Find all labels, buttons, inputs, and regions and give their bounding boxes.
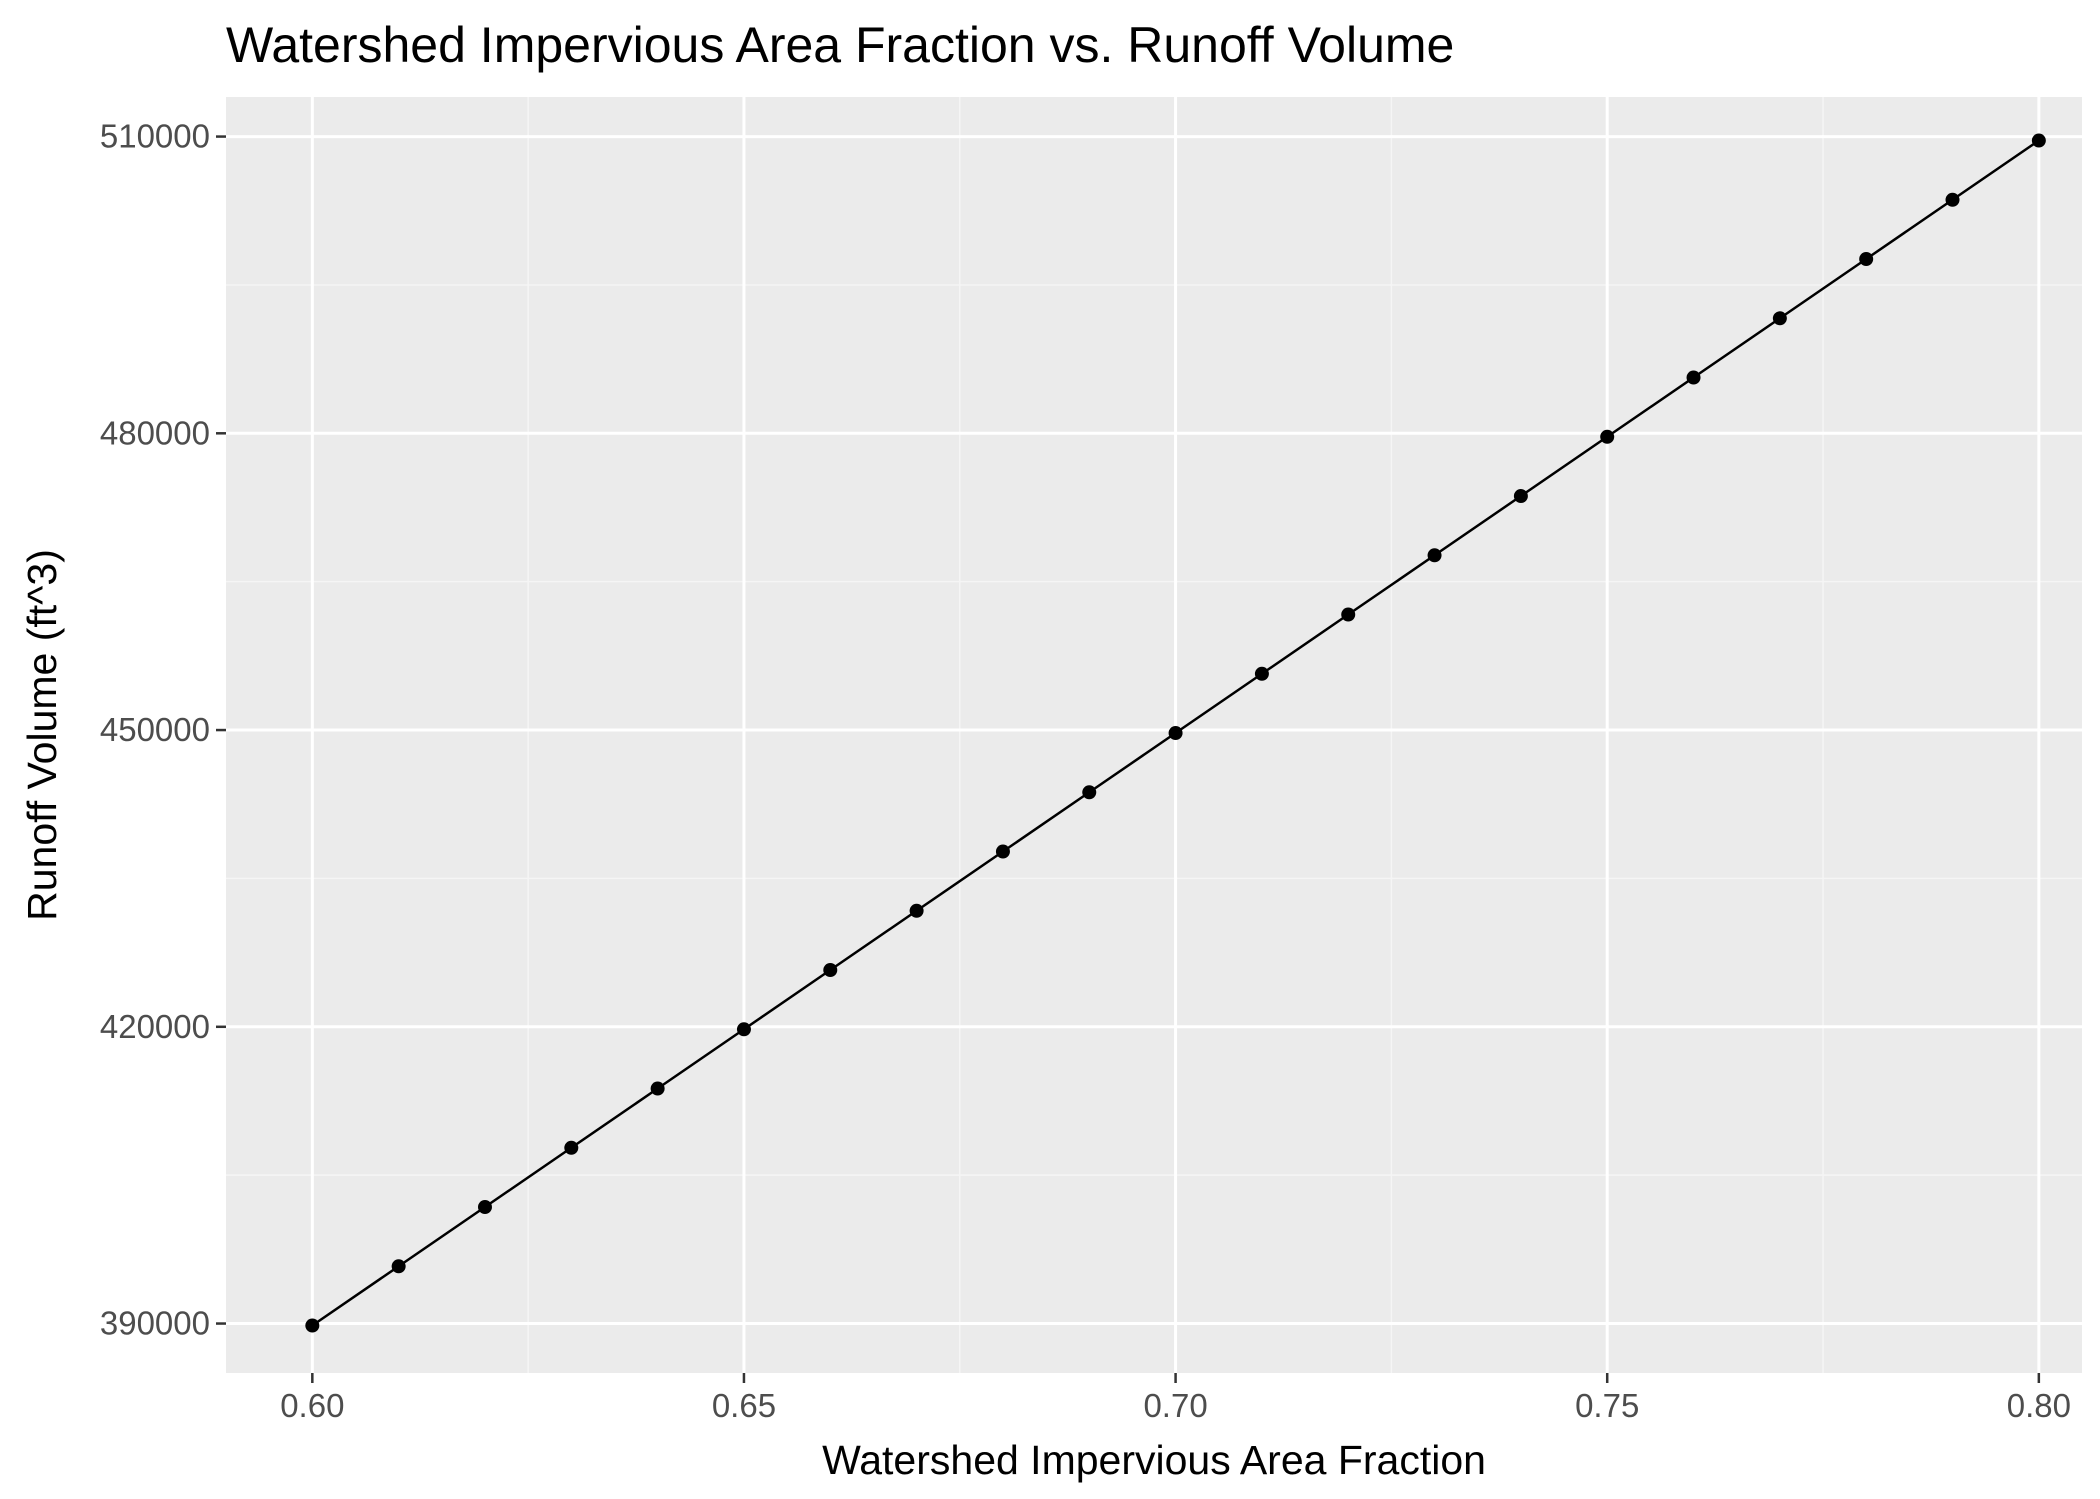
data-point <box>1600 429 1615 444</box>
data-point <box>1945 192 1960 207</box>
data-point <box>1341 607 1356 622</box>
x-tick-label: 0.80 <box>2007 1387 2071 1424</box>
chart-title: Watershed Impervious Area Fraction vs. R… <box>226 17 1454 73</box>
data-point <box>909 903 924 918</box>
y-tick-label: 480000 <box>100 414 210 451</box>
data-point <box>1513 489 1528 504</box>
data-point <box>1082 785 1097 800</box>
data-point <box>477 1200 492 1215</box>
grid-layer <box>226 97 2082 1373</box>
y-tick-label: 420000 <box>100 1008 210 1045</box>
data-point <box>1772 311 1787 326</box>
x-tick-label: 0.60 <box>280 1387 344 1424</box>
y-tick-label: 390000 <box>100 1305 210 1342</box>
x-tick-label: 0.75 <box>1575 1387 1639 1424</box>
data-point <box>391 1259 406 1274</box>
data-point <box>1168 726 1183 741</box>
x-tick-label: 0.65 <box>712 1387 776 1424</box>
data-point <box>823 963 838 978</box>
axis-layer: 0.60 0.65 0.70 0.75 0.80 390000 420000 450000 48… <box>100 118 2071 1424</box>
x-axis-title: Watershed Impervious Area Fraction <box>822 1437 1486 1483</box>
data-point <box>1686 370 1701 385</box>
x-tick-label: 0.70 <box>1143 1387 1207 1424</box>
y-tick-label: 450000 <box>100 711 210 748</box>
data-point <box>305 1318 320 1333</box>
plot-panel <box>226 97 2082 1373</box>
data-point <box>736 1022 751 1037</box>
data-point <box>650 1081 665 1096</box>
data-point <box>564 1140 579 1155</box>
data-point <box>1859 252 1874 267</box>
data-point <box>2031 133 2046 148</box>
data-point <box>995 844 1010 859</box>
data-point <box>1254 666 1269 681</box>
y-axis-title: Runoff Volume (ft^3) <box>19 549 65 921</box>
data-point <box>1427 548 1442 563</box>
y-tick-label: 510000 <box>100 118 210 155</box>
data-layer <box>305 133 2046 1333</box>
